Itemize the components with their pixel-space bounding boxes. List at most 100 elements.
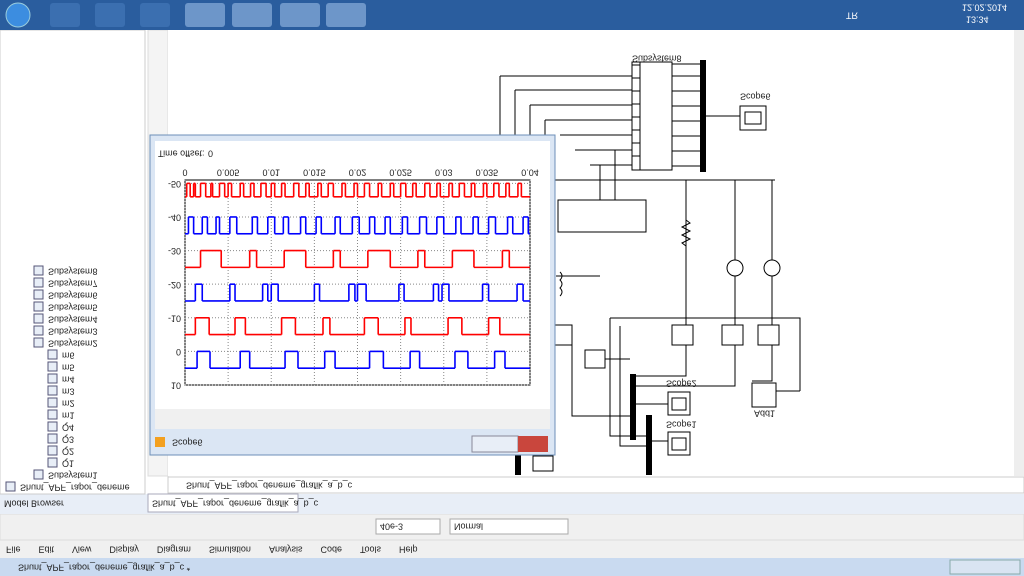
scope-small[interactable] [532, 455, 554, 472]
menu-item[interactable]: File [6, 545, 21, 555]
taskbar [0, 0, 1024, 30]
plot: 0 0.005 0.01 0.015 0.02 0.025 0.03 0.035 0.04 10 0… [168, 168, 539, 391]
tree-item: m2 [62, 399, 75, 409]
tree-icon [47, 373, 58, 384]
tree-icon [33, 301, 44, 312]
tree-icon [33, 289, 44, 300]
tree-icon [33, 265, 44, 276]
tree-icon [33, 469, 44, 480]
power-wires [555, 179, 775, 326]
scope1-label: Scope1 [666, 420, 697, 430]
scope-min-max[interactable] [471, 435, 519, 453]
tree-item: Subsystem4 [48, 315, 98, 325]
scope-close[interactable] [518, 436, 548, 452]
stop-time: 40e-3 [380, 522, 403, 532]
tree-item: Subsystem8 [48, 267, 98, 277]
app-icon[interactable] [185, 3, 225, 27]
mux2 [630, 374, 636, 440]
mode-select[interactable] [449, 518, 569, 535]
measurement-block[interactable] [557, 199, 647, 233]
window-controls[interactable] [949, 559, 1021, 575]
x-tick-label: 0.005 [217, 168, 240, 178]
meter-b[interactable] [721, 324, 744, 346]
tree-icon [47, 457, 58, 468]
meter-d[interactable] [554, 324, 573, 346]
subsystem-rows [632, 62, 641, 170]
inductor [559, 271, 563, 297]
app-icon[interactable] [140, 3, 170, 27]
stop-time-field[interactable] [375, 518, 441, 535]
tree-icon [47, 421, 58, 432]
sim-mode: Normal [454, 522, 483, 532]
x-tick-label: 0.01 [262, 168, 280, 178]
tree-icon [47, 433, 58, 444]
tree-icon [47, 397, 58, 408]
meter-a[interactable] [671, 324, 694, 346]
x-tick-label: 0.02 [349, 168, 367, 178]
tree-item: Shunt_APF_rapor_deneme [20, 483, 130, 493]
scrollbar[interactable] [1014, 30, 1024, 476]
tree-item: Subsystem2 [48, 339, 98, 349]
tree-icon [47, 445, 58, 456]
tree-item: Subsystem5 [48, 303, 98, 313]
subsystem-stack[interactable] [631, 61, 673, 171]
tree-icon [33, 313, 44, 324]
scope-icon [155, 437, 165, 447]
menu-item[interactable]: Diagram [157, 545, 191, 555]
x-tick-label: 0 [182, 168, 187, 178]
tree-icon [33, 325, 44, 336]
subsystem-label: Subsystem8 [632, 54, 682, 64]
scope1-screen [671, 437, 687, 451]
menu-item[interactable]: Tools [360, 545, 382, 555]
menu-item[interactable]: Analysis [269, 545, 303, 555]
tree-item: Subsystem1 [48, 471, 98, 481]
source-b [763, 259, 781, 277]
scope-window: Scope6 Time offset: 0 0 0.005 0.01 0.015 0.0… [149, 134, 556, 456]
x-tick-label: 0.025 [389, 168, 412, 178]
menu-item[interactable]: View [72, 545, 92, 555]
tree-item: Q1 [62, 459, 74, 469]
menu-item[interactable]: Simulation [209, 545, 251, 555]
menu-item[interactable]: Code [320, 545, 342, 555]
tree-item: m6 [62, 351, 75, 361]
source-a [726, 259, 744, 277]
y-tick-label: -50 [168, 179, 181, 189]
meter-c[interactable] [757, 324, 780, 346]
x-tick-label: 0.015 [303, 168, 326, 178]
y-tick-label: -10 [168, 313, 181, 323]
menu-item[interactable]: Edit [39, 545, 55, 555]
x-tick-label: 0.03 [435, 168, 453, 178]
signal-wires [571, 317, 801, 447]
tree-item: m5 [62, 363, 75, 373]
tree-item: Subsystem7 [48, 279, 98, 289]
resistor [680, 219, 692, 247]
app-icon[interactable] [326, 3, 366, 27]
app-icon[interactable] [280, 3, 320, 27]
tree-item: Q3 [62, 435, 74, 445]
model-tab[interactable] [147, 493, 299, 513]
mux4 [515, 445, 521, 475]
scope2-label: Scope2 [666, 379, 697, 389]
add-block[interactable] [751, 382, 777, 408]
start-button[interactable] [5, 2, 31, 28]
app-icon[interactable] [95, 3, 125, 27]
scope-wires [636, 403, 668, 442]
language: TR [846, 11, 858, 21]
menu-item[interactable]: Help [399, 545, 418, 555]
y-tick-label: -30 [168, 246, 181, 256]
title-bar [0, 558, 1024, 576]
x-tick-label: 0.04 [521, 168, 539, 178]
y-tick-label: 10 [171, 381, 181, 391]
app-icon[interactable] [232, 3, 272, 27]
mux3 [646, 415, 652, 475]
menu-item[interactable]: Display [109, 545, 139, 555]
tree-item: Q4 [62, 423, 74, 433]
add-label: Add1 [754, 409, 775, 419]
app-icon[interactable] [50, 3, 80, 27]
window-title: Shunt_APF_rapor_deneme_grafik_a_b_c * [18, 563, 191, 573]
gain[interactable] [584, 349, 606, 369]
tree-icon [33, 337, 44, 348]
tree-icon [33, 277, 44, 288]
